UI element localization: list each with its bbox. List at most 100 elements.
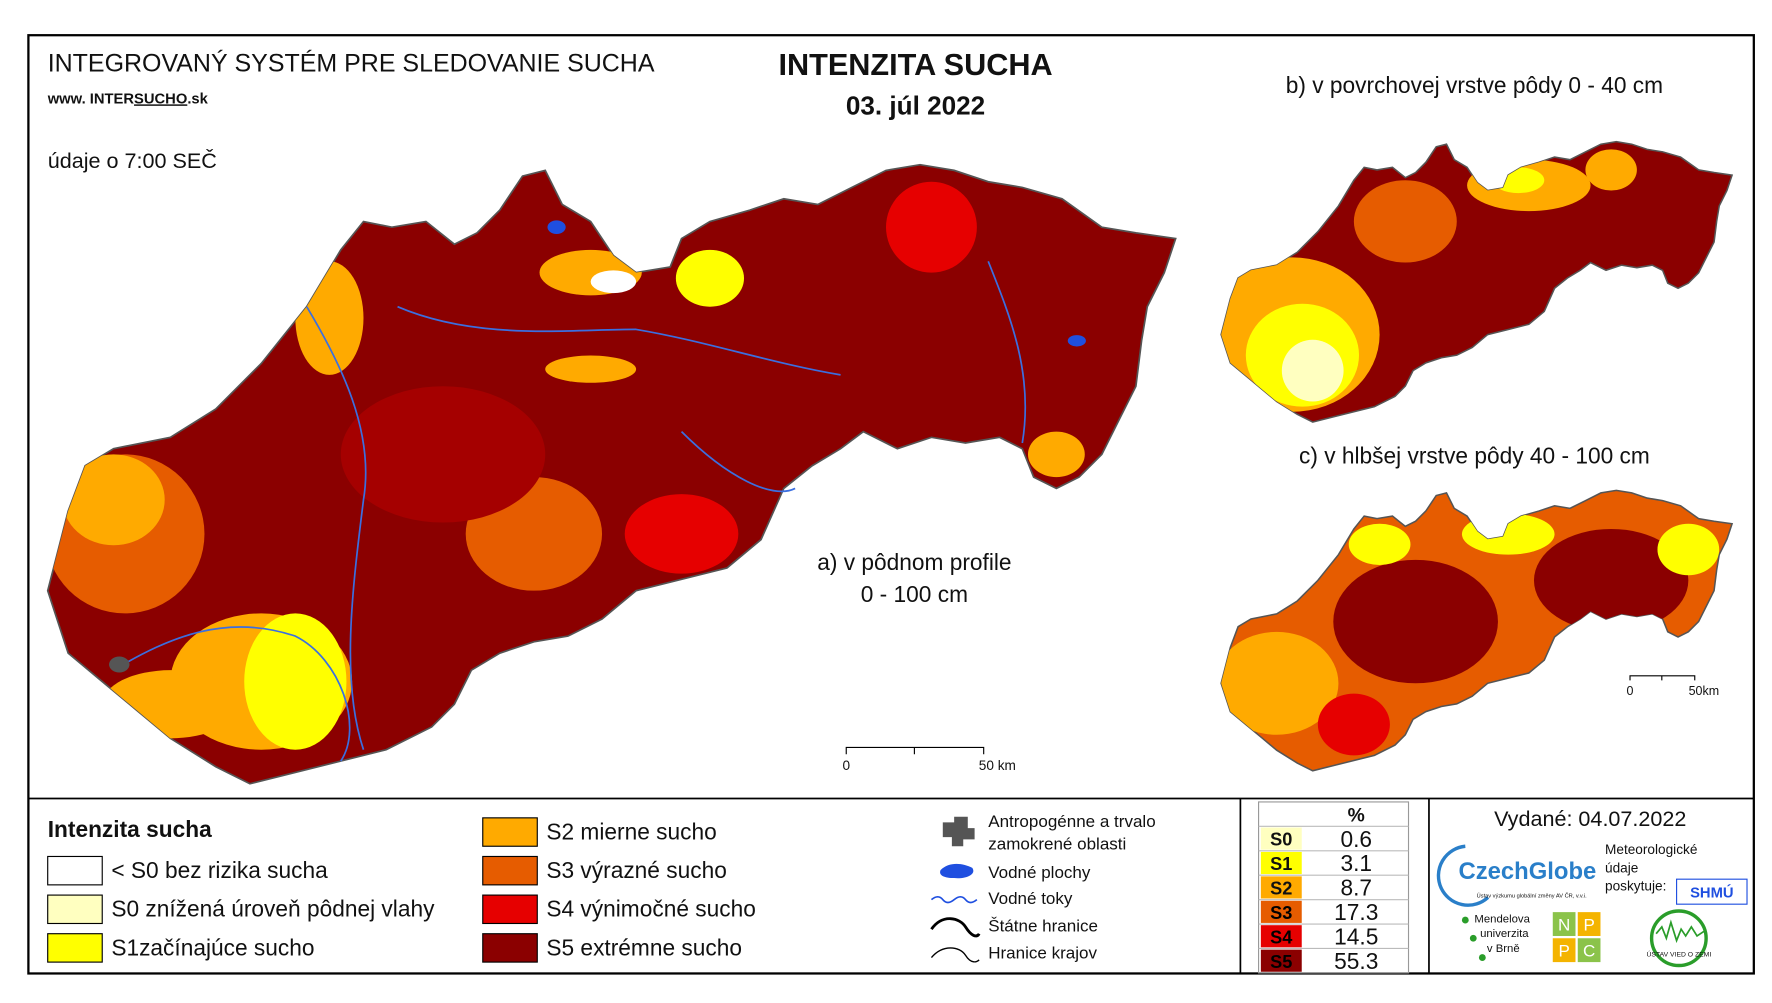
time-note: údaje o 7:00 SEČ — [48, 148, 217, 173]
class-label: S4 — [1270, 927, 1292, 947]
website: www. INTERSUCHO.sk — [47, 91, 209, 107]
logo-letter: N — [1558, 915, 1570, 934]
map-shape — [1221, 631, 1339, 735]
scale-label: 0 — [842, 758, 850, 773]
logo-text: Mendelova — [1474, 913, 1530, 925]
map-shape — [930, 917, 981, 938]
map-shape — [1281, 339, 1344, 402]
map-shape — [1657, 523, 1720, 576]
legend-label: S2 mierne sucho — [546, 818, 716, 844]
class-cell — [1260, 851, 1302, 875]
symbol-label: Hranice krajov — [988, 944, 1097, 963]
logo-letter: P — [1558, 941, 1569, 960]
logo-letter: C — [1583, 941, 1595, 960]
logo-letter: P — [1583, 915, 1594, 934]
class-value: 3.1 — [1340, 850, 1372, 876]
map-shape — [675, 249, 745, 307]
scale-label: 0 — [1627, 684, 1634, 698]
class-label: S0 — [1270, 830, 1292, 850]
logo-cell — [1577, 912, 1601, 936]
symbol-label: Štátne hranice — [988, 916, 1098, 935]
group — [47, 181, 1085, 750]
scale-bar — [1629, 675, 1696, 681]
class-label: S1 — [1270, 854, 1292, 874]
group: N PP C — [1552, 912, 1601, 963]
legend-swatch — [47, 855, 103, 886]
map-shape — [545, 355, 637, 383]
logo-text: Ústav výzkumu globální změny AV ČR, v.v.… — [1477, 892, 1587, 899]
map-shape — [1676, 878, 1748, 905]
symbol-label: Antropogénne a trvalo — [988, 812, 1155, 831]
map-label: a) v pôdnom profile — [817, 549, 1011, 575]
map-shape — [1461, 916, 1469, 924]
class-cell — [1260, 876, 1302, 899]
logo-text: SHMÚ — [1690, 883, 1733, 901]
map-shape — [62, 454, 165, 546]
class-cell — [1260, 827, 1302, 850]
class-cell — [1260, 900, 1302, 923]
logos: CzechGlobe Ústav výzkumu globální změny … — [1436, 842, 1748, 968]
legend-swatch — [47, 933, 103, 963]
legend: < S0 bez rizika sucha S0 znížená úroveň p… — [47, 817, 756, 963]
date: 03. júl 2022 — [846, 91, 985, 121]
map-shape — [1469, 934, 1477, 942]
map-shape — [1333, 559, 1498, 684]
logo-text: v Brně — [1487, 943, 1520, 955]
map-shape — [109, 656, 130, 673]
legend-title: Intenzita sucha — [48, 816, 212, 842]
map-shape — [1533, 528, 1689, 632]
map-c — [1220, 489, 1733, 772]
map-shape — [547, 220, 566, 234]
map-shape — [590, 270, 637, 294]
symbol-label: Vodné toky — [988, 889, 1073, 908]
map-shape — [113, 260, 1027, 762]
legend-swatch — [482, 855, 538, 886]
stats-table: % S0 0.6 S1 3.1 S2 8.7 S3 17.3 S4 14.5 S5 55.3 — [1258, 801, 1410, 974]
map-shape — [244, 613, 347, 750]
map-shape — [1649, 909, 1708, 968]
system-title: INTEGROVANÝ SYSTÉM PRE SLEDOVANIE SUCHA — [48, 49, 655, 78]
logo-text: univerzita — [1480, 928, 1529, 940]
class-value: 0.6 — [1340, 826, 1372, 852]
class-cell — [1260, 949, 1302, 972]
symbol-legend: Antropogénne a trvalo zamokrené oblasti Vo… — [930, 812, 1156, 963]
map-shape — [1353, 180, 1457, 263]
map-shape — [930, 947, 980, 963]
legend-label: S1začínajúce sucho — [111, 934, 314, 960]
legend-swatch — [482, 817, 538, 847]
group — [1221, 513, 1720, 756]
map-shape — [340, 386, 546, 523]
logo-text: poskytuje: — [1605, 879, 1666, 894]
class-label: S5 — [1270, 952, 1292, 972]
legend-label: S3 výrazné sucho — [546, 857, 726, 883]
map-shape — [886, 181, 977, 273]
class-label: S3 — [1270, 903, 1292, 923]
class-value: 55.3 — [1334, 948, 1378, 974]
map-sublabel: 0 - 100 cm — [861, 581, 968, 607]
legend-label: S5 extrémne sucho — [546, 934, 742, 960]
scale-label: 50km — [1689, 684, 1720, 698]
map-shape — [1478, 954, 1486, 961]
map-shape — [1348, 523, 1411, 565]
map-shape — [1027, 431, 1085, 478]
symbol-label: zamokrené oblasti — [988, 835, 1126, 854]
symbol-label: Vodné plochy — [988, 863, 1091, 882]
logo-text: ÚSTAV VIED O ZEMI — [1647, 949, 1712, 958]
class-value: 17.3 — [1334, 899, 1378, 925]
map-shape — [940, 863, 974, 879]
table-header: % — [1348, 805, 1365, 826]
legend-label: S4 výnimočné sucho — [546, 896, 755, 922]
map-shape — [1317, 693, 1390, 756]
map-label: c) v hlbšej vrstve pôdy 40 - 100 cm — [1299, 442, 1650, 468]
class-label: S2 — [1270, 879, 1292, 899]
website-part: www. INTER — [47, 91, 135, 107]
website-part: .sk — [187, 91, 208, 107]
logo-text: údaje — [1605, 860, 1638, 875]
legend-swatch — [47, 894, 103, 925]
logo-text: CzechGlobe — [1458, 858, 1596, 885]
logo-cell — [1552, 912, 1576, 936]
map-shape — [930, 895, 978, 904]
map-shape — [624, 494, 739, 574]
map-shape — [942, 816, 975, 847]
table-border — [1258, 801, 1410, 974]
